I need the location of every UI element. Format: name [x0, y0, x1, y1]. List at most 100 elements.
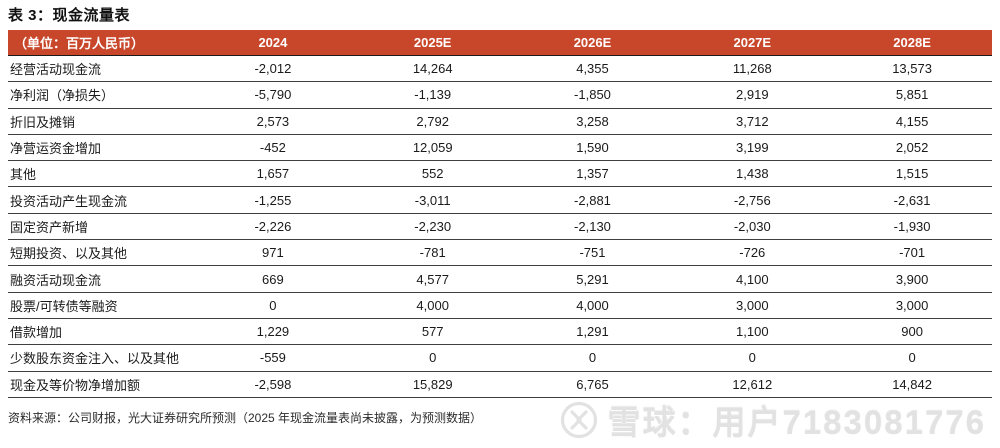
- cell-value: 1,438: [672, 160, 833, 188]
- column-header-2027e: 2027E: [672, 30, 833, 56]
- cell-value: 0: [832, 344, 992, 372]
- table-row: 折旧及摊销 2,573 2,792 3,258 3,712 4,155: [8, 108, 992, 135]
- cell-value: 900: [832, 318, 992, 346]
- cell-value: 2,792: [352, 108, 513, 135]
- row-label: 短期投资、以及其他: [8, 239, 193, 267]
- cell-value: 4,000: [512, 292, 673, 319]
- cell-value: 12,612: [672, 371, 833, 398]
- table-row: 少数股东资金注入、以及其他 -559 0 0 0 0: [8, 344, 992, 372]
- cell-value: 12,059: [352, 134, 513, 162]
- cell-value: -2,030: [672, 213, 833, 241]
- cell-value: 971: [193, 239, 353, 267]
- cell-value: 5,851: [832, 81, 992, 109]
- table-row: 现金及等价物净增加额 -2,598 15,829 6,765 12,612 14,842: [8, 371, 992, 398]
- cell-value: 1,590: [512, 134, 673, 162]
- column-header-2025e: 2025E: [352, 30, 513, 56]
- table-row: 投资活动产生现金流 -1,255 -3,011 -2,881 -2,756 -2,631: [8, 186, 992, 214]
- cell-value: 6,765: [512, 371, 673, 398]
- cell-value: -2,598: [193, 371, 353, 398]
- watermark: 雪球：用户7183081776: [559, 396, 986, 444]
- cell-value: 3,712: [672, 108, 833, 135]
- source-note: 资料来源：公司财报，光大证券研究所预测（2025 年现金流量表尚未披露，为预测数…: [8, 410, 483, 425]
- watermark-text: 雪球：用户7183081776: [607, 404, 986, 441]
- cell-value: 4,100: [672, 265, 833, 293]
- row-label: 融资活动现金流: [8, 265, 193, 293]
- table-row: 固定资产新增 -2,226 -2,230 -2,130 -2,030 -1,930: [8, 213, 992, 241]
- column-header-2028e: 2028E: [832, 30, 992, 56]
- cell-value: -781: [352, 239, 513, 267]
- row-label: 净营运资金增加: [8, 134, 193, 162]
- table-row: 短期投资、以及其他 971 -781 -751 -726 -701: [8, 239, 992, 267]
- row-label: 净利润（净损失）: [8, 81, 193, 109]
- cell-value: 2,919: [672, 81, 833, 109]
- table-row: 净利润（净损失） -5,790 -1,139 -1,850 2,919 5,851: [8, 81, 992, 109]
- cell-value: 669: [193, 265, 353, 293]
- cell-value: 4,000: [352, 292, 513, 319]
- table-row: 净营运资金增加 -452 12,059 1,590 3,199 2,052: [8, 134, 992, 162]
- table-row: 股票/可转债等融资 0 4,000 4,000 3,000 3,000: [8, 292, 992, 319]
- cell-value: 4,577: [352, 265, 513, 293]
- cell-value: 1,291: [512, 318, 673, 346]
- row-label: 借款增加: [8, 318, 193, 346]
- cell-value: 3,900: [832, 265, 992, 293]
- cell-value: -3,011: [352, 186, 513, 214]
- cell-value: 0: [512, 344, 673, 372]
- cell-value: 1,229: [193, 318, 353, 346]
- cell-value: -559: [193, 344, 353, 372]
- cell-value: 1,657: [193, 160, 353, 188]
- table-header-row: （单位：百万人民币） 2024 2025E 2026E 2027E 2028E: [8, 30, 992, 56]
- cell-value: -2,881: [512, 186, 673, 214]
- cell-value: 3,000: [832, 292, 992, 319]
- table-row: 经营活动现金流 -2,012 14,264 4,355 11,268 13,573: [8, 55, 992, 83]
- table-row: 借款增加 1,229 577 1,291 1,100 900: [8, 318, 992, 346]
- table-row: 融资活动现金流 669 4,577 5,291 4,100 3,900: [8, 265, 992, 293]
- row-label: 其他: [8, 160, 193, 188]
- cell-value: 3,199: [672, 134, 833, 162]
- cell-value: 14,842: [832, 371, 992, 398]
- unit-label-header: （单位：百万人民币）: [8, 30, 193, 56]
- cell-value: -2,230: [352, 213, 513, 241]
- page-title: 表 3：现金流量表: [8, 7, 131, 24]
- cell-value: -1,255: [193, 186, 353, 214]
- row-label: 折旧及摊销: [8, 108, 193, 135]
- cell-value: 2,052: [832, 134, 992, 162]
- column-header-2024: 2024: [193, 30, 353, 56]
- cell-value: 5,291: [512, 265, 673, 293]
- cell-value: -701: [832, 239, 992, 267]
- cell-value: 1,100: [672, 318, 833, 346]
- table-row: 其他 1,657 552 1,357 1,438 1,515: [8, 160, 992, 188]
- cell-value: 3,258: [512, 108, 673, 135]
- cell-value: 577: [352, 318, 513, 346]
- cell-value: 0: [352, 344, 513, 372]
- cell-value: 0: [672, 344, 833, 372]
- cell-value: 0: [193, 292, 353, 319]
- cell-value: 14,264: [352, 55, 513, 83]
- row-label: 经营活动现金流: [8, 55, 193, 83]
- cell-value: -1,139: [352, 81, 513, 109]
- cell-value: 11,268: [672, 55, 833, 83]
- column-header-2026e: 2026E: [512, 30, 673, 56]
- cell-value: -2,012: [193, 55, 353, 83]
- row-label: 股票/可转债等融资: [8, 292, 193, 319]
- cell-value: -2,756: [672, 186, 833, 214]
- cell-value: 1,357: [512, 160, 673, 188]
- row-label: 投资活动产生现金流: [8, 186, 193, 214]
- cell-value: -5,790: [193, 81, 353, 109]
- cell-value: -452: [193, 134, 353, 162]
- cell-value: -2,631: [832, 186, 992, 214]
- row-label: 固定资产新增: [8, 213, 193, 241]
- cell-value: -751: [512, 239, 673, 267]
- cashflow-table: （单位：百万人民币） 2024 2025E 2026E 2027E 2028E …: [8, 30, 992, 398]
- cell-value: 4,355: [512, 55, 673, 83]
- cell-value: 552: [352, 160, 513, 188]
- cell-value: 3,000: [672, 292, 833, 319]
- row-label: 少数股东资金注入、以及其他: [8, 344, 193, 372]
- cell-value: 2,573: [193, 108, 353, 135]
- cell-value: -2,226: [193, 213, 353, 241]
- table-body: 经营活动现金流 -2,012 14,264 4,355 11,268 13,573 净利润（…: [8, 55, 992, 398]
- cell-value: -1,930: [832, 213, 992, 241]
- cell-value: -2,130: [512, 213, 673, 241]
- cell-value: 15,829: [352, 371, 513, 398]
- cell-value: -726: [672, 239, 833, 267]
